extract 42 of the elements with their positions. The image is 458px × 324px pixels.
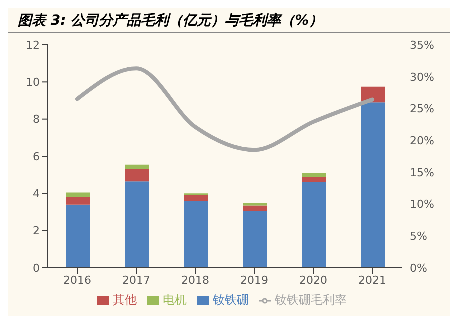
legend-label: 钕铁硼毛利率 <box>275 293 347 307</box>
y-tick-label: 6 <box>33 150 40 164</box>
y-tick-label: 12 <box>26 38 40 52</box>
x-tick-label: 2018 <box>182 274 210 287</box>
y-tick-label: 8 <box>33 113 40 126</box>
x-tick-label: 2020 <box>300 274 328 287</box>
x-tick-label: 2017 <box>122 274 150 287</box>
bar <box>184 196 208 202</box>
y2-tick-label: 0% <box>410 262 428 275</box>
y2-tick-label: 15% <box>410 166 434 180</box>
bar <box>125 164 149 170</box>
bar <box>243 202 267 206</box>
chart-title: 图表 3: 公司分产品毛利（亿元）与毛利率（%） <box>8 8 450 33</box>
y-tick-label: 0 <box>33 262 40 275</box>
y2-tick-label: 30% <box>410 70 434 84</box>
bar <box>66 197 90 205</box>
y-tick-label: 10 <box>26 76 40 90</box>
y2-tick-label: 35% <box>410 38 434 52</box>
bar <box>361 102 385 268</box>
line-series <box>76 66 374 152</box>
y2-tick-label: 20% <box>410 134 434 148</box>
bar <box>125 170 149 182</box>
y-tick-label: 2 <box>33 224 40 238</box>
legend-label: 电机 <box>163 293 187 307</box>
bar <box>125 182 149 268</box>
bar <box>66 204 90 268</box>
y2-tick-label: 10% <box>410 198 434 212</box>
bar <box>243 206 267 212</box>
bar <box>184 201 208 268</box>
bar <box>302 176 326 183</box>
y2-tick-label: 5% <box>410 230 428 244</box>
y2-tick-label: 25% <box>410 102 434 116</box>
x-tick-label: 2016 <box>64 274 92 287</box>
bar <box>302 173 326 177</box>
bar <box>66 192 90 198</box>
y-tick-label: 4 <box>33 188 40 201</box>
bar <box>302 182 326 268</box>
legend-label: 钕铁硼 <box>213 293 249 307</box>
x-tick-label: 2019 <box>240 274 268 287</box>
legend-label: 其他 <box>113 293 137 307</box>
x-tick-label: 2021 <box>358 274 386 287</box>
bar <box>243 211 267 268</box>
